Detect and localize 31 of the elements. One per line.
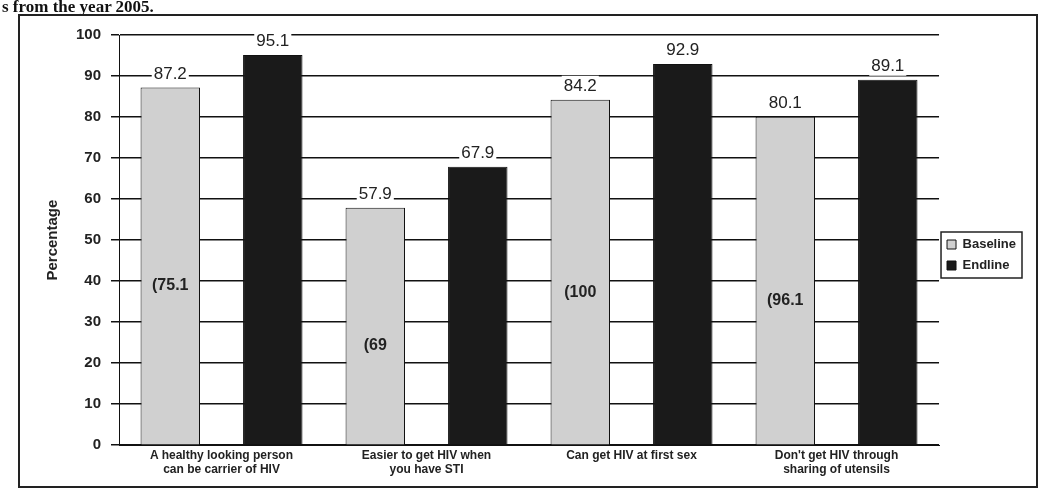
x-tick-label: Can get HIV at first sex bbox=[566, 447, 698, 462]
y-tick-label: 40 bbox=[84, 271, 102, 289]
data-label: 89.1 bbox=[871, 55, 905, 75]
annotation: (75.1 bbox=[152, 276, 189, 294]
y-tick-label: 80 bbox=[84, 107, 102, 125]
y-axis-title: Percentage bbox=[43, 199, 61, 281]
x-tick-label: Don't get HIV through sharing of utensils bbox=[774, 447, 899, 477]
text: s from the year 2005. bbox=[2, 0, 154, 17]
data-label: 95.1 bbox=[256, 31, 290, 51]
data-label: 92.9 bbox=[666, 40, 700, 60]
y-tick-label: 30 bbox=[84, 312, 102, 330]
legend-label: Endline bbox=[962, 257, 1010, 273]
data-label: 84.2 bbox=[563, 76, 597, 95]
annotation: (69 bbox=[363, 336, 387, 354]
data-label: 87.2 bbox=[153, 63, 187, 83]
y-tick-label: 20 bbox=[84, 353, 102, 371]
y-tick-label: 70 bbox=[84, 148, 102, 166]
data-label: 67.9 bbox=[461, 142, 495, 162]
annotation: (96.1 bbox=[767, 290, 804, 308]
y-tick-label: 0 bbox=[92, 435, 102, 453]
y-tick-label: 60 bbox=[84, 189, 102, 207]
y-tick-label: 50 bbox=[84, 230, 102, 248]
data-label: 57.9 bbox=[358, 183, 392, 203]
legend-label: Baseline bbox=[962, 236, 1017, 252]
data-label: 80.1 bbox=[768, 92, 802, 112]
y-tick-label: 10 bbox=[84, 394, 102, 412]
x-tick-label: Easier to get HIV when you have STI bbox=[361, 447, 492, 477]
y-tick-label: 90 bbox=[84, 66, 102, 84]
y-tick-label: 100 bbox=[76, 25, 102, 43]
x-tick-label: A healthy looking person can be carrier of HIV bbox=[150, 447, 293, 477]
annotation: (100 bbox=[564, 282, 597, 300]
